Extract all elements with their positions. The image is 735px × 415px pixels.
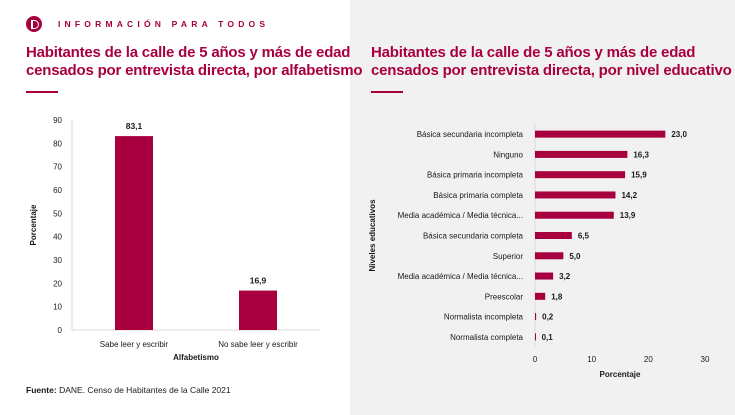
right-title-rule (371, 91, 403, 93)
x-axis-title: Alfabetismo (173, 353, 219, 362)
x-tick-label: 30 (701, 355, 710, 364)
x-tick-label: 0 (533, 355, 538, 364)
x-axis-title: Porcentaje (600, 370, 641, 379)
data-label: 16,9 (250, 276, 267, 286)
y-tick-label: 60 (53, 186, 62, 195)
bar (535, 130, 666, 138)
y-tick-label: 80 (53, 139, 62, 148)
data-label: 13,9 (620, 211, 636, 220)
bar (535, 272, 554, 280)
right-panel (350, 0, 735, 415)
y-tick-label: Superior (493, 252, 524, 261)
data-label: 14,2 (621, 191, 637, 200)
y-tick-label: 20 (53, 279, 62, 288)
source-note: Fuente: DANE. Censo de Habitantes de la … (26, 385, 231, 395)
y-tick-label: Básica secundaria completa (423, 232, 524, 241)
y-tick-label: Ninguno (493, 150, 523, 159)
bar (115, 136, 153, 330)
left-chart-title: Habitantes de la calle de 5 años y más d… (26, 44, 363, 80)
left-bar-chart: 0 10 20 30 40 50 60 70 80 90 83,1 Sabe leer y escri… (29, 116, 320, 362)
y-tick-label: 30 (53, 256, 62, 265)
y-tick-label: 0 (58, 326, 63, 335)
y-tick-label: 50 (53, 209, 62, 218)
right-bar-chart: Básica secundaria incompleta 23,0 Ninguno 1… (368, 124, 710, 379)
y-tick-label: 90 (53, 116, 62, 125)
right-chart-title: Habitantes de la calle de 5 años y más d… (371, 44, 732, 80)
source-text: DANE. Censo de Habitantes de la Calle 20… (59, 385, 231, 395)
bar (535, 292, 546, 300)
bar (535, 333, 536, 341)
right-title-line2: censados por entrevista directa, por niv… (371, 62, 732, 79)
y-tick-label: Media académica / Media técnica... (398, 272, 523, 281)
source-label: Fuente: (26, 385, 57, 395)
bar (535, 252, 564, 260)
x-tick-label: Sabe leer y escribir (100, 340, 169, 349)
y-tick-label: Media académica / Media técnica... (398, 211, 523, 220)
left-title-line2: censados por entrevista directa, por alf… (26, 62, 363, 79)
bar (239, 290, 277, 330)
y-tick-label: Normalista incompleta (444, 313, 524, 322)
brand-header: INFORMACIÓN PARA TODOS (26, 16, 269, 32)
bar (535, 171, 626, 179)
right-title-line1: Habitantes de la calle de 5 años y más d… (371, 44, 696, 61)
y-tick-label: Básica secundaria incompleta (417, 130, 524, 139)
left-title-rule (26, 91, 58, 93)
x-tick-label: 20 (644, 355, 653, 364)
y-tick-label: 70 (53, 163, 62, 172)
data-label: 3,2 (559, 272, 571, 281)
data-label: 83,1 (126, 121, 143, 131)
x-tick-label: No sabe leer y escribir (218, 340, 298, 349)
data-label: 1,8 (551, 292, 563, 301)
brand-text: INFORMACIÓN PARA TODOS (58, 19, 270, 29)
dane-logo-icon (26, 16, 42, 32)
left-title-line1: Habitantes de la calle de 5 años y más d… (26, 44, 351, 61)
y-tick-label: 10 (53, 303, 62, 312)
bar (535, 191, 616, 199)
y-axis-title: Niveles educativos (368, 199, 377, 272)
y-axis-title: Porcentaje (29, 204, 38, 245)
y-tick-label: 40 (53, 233, 62, 242)
y-tick-label: Preescolar (485, 292, 524, 301)
bar (535, 150, 628, 158)
data-label: 0,1 (542, 333, 554, 342)
data-label: 15,9 (631, 171, 647, 180)
bar (535, 232, 572, 239)
data-label: 5,0 (569, 252, 581, 261)
data-label: 16,3 (633, 150, 649, 159)
data-label: 6,5 (578, 232, 590, 241)
y-tick-label: Básica primaria completa (433, 191, 523, 200)
data-label: 0,2 (542, 313, 554, 322)
x-tick-label: 10 (587, 355, 596, 364)
bar (535, 211, 614, 219)
bar (535, 313, 537, 321)
y-tick-label: Básica primaria incompleta (427, 171, 524, 180)
data-label: 23,0 (671, 130, 687, 139)
y-tick-label: Normalista completa (450, 333, 523, 342)
